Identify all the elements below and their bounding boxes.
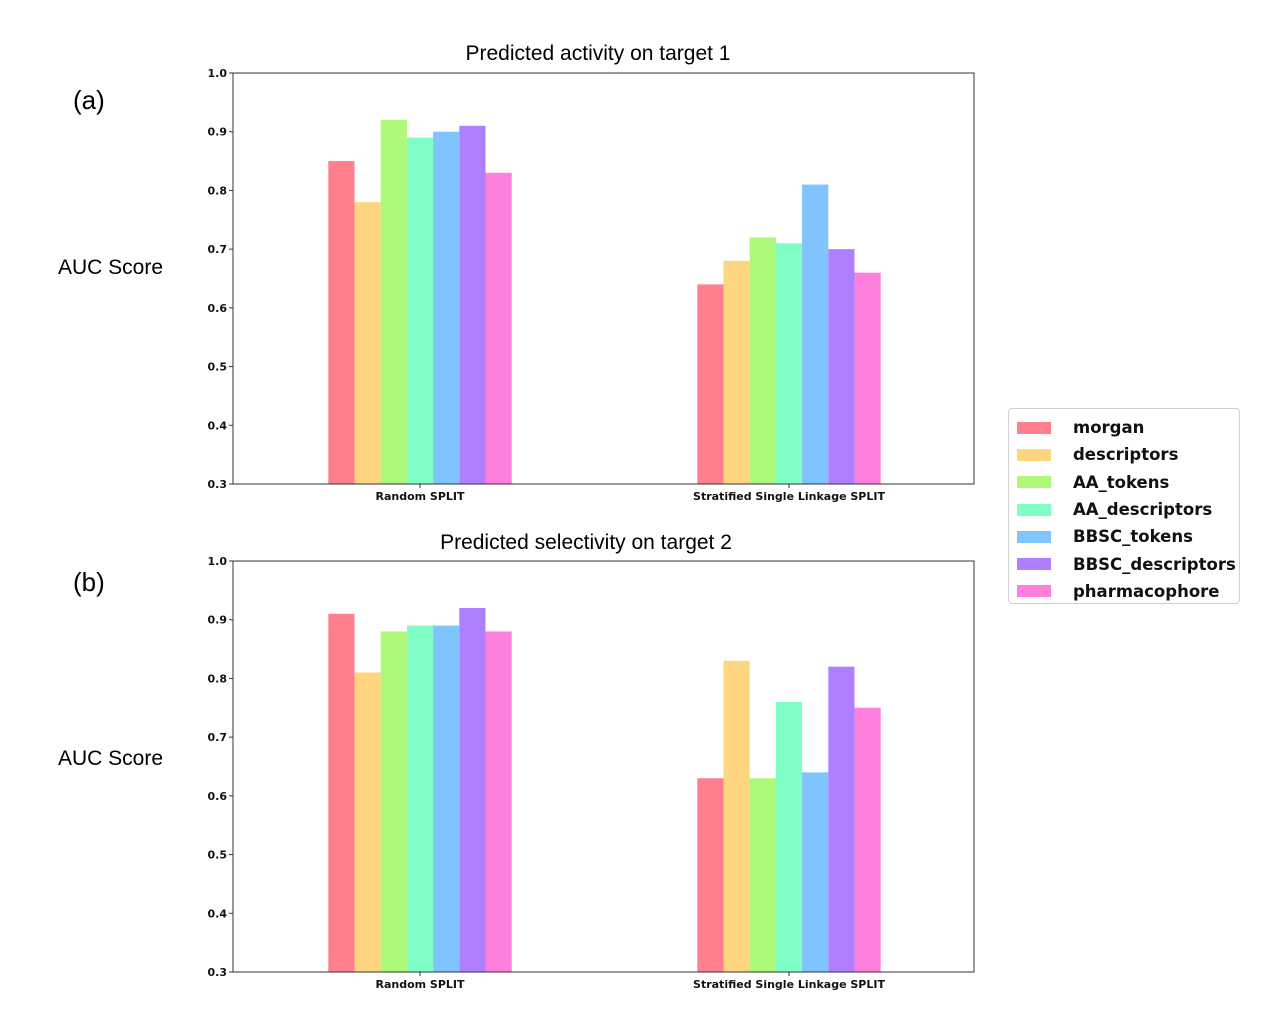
y-tick-label: 0.3: [208, 478, 228, 491]
bar-morgan-stratified: [697, 778, 724, 972]
y-axis-label-a: AUC Score: [58, 256, 164, 279]
legend-item-descriptors: descriptors: [1017, 441, 1239, 468]
bar-bbsc-tokens-random: [433, 625, 460, 972]
bar-bbsc-tokens-stratified: [802, 184, 829, 485]
y-axis-label-b: AUC Score: [58, 747, 164, 770]
y-tick-label: 0.5: [208, 361, 228, 374]
bar-bbsc-descriptors-random: [459, 125, 486, 484]
plot-frame: [232, 72, 975, 485]
bar-descriptors-random: [354, 672, 381, 972]
bar-bbsc-tokens-stratified: [802, 772, 829, 972]
bar-aa-tokens-stratified: [749, 778, 776, 972]
y-tick-label: 0.3: [208, 966, 228, 979]
chart-b: 0.3 0.4 0.5 0.6 0.7 0.8 0.9 1.0 Random SPLIT Stra…: [208, 555, 975, 991]
bar-morgan-random: [328, 161, 355, 485]
legend-item-morgan: morgan: [1017, 414, 1239, 441]
plot-frame: [232, 560, 975, 973]
bar-aa-tokens-random: [380, 631, 407, 972]
y-tick-label: 1.0: [208, 67, 228, 80]
legend-label: BBSC_descriptors: [1073, 554, 1236, 574]
x-tick-label: Random SPLIT: [375, 490, 465, 503]
y-tick-label: 0.8: [208, 184, 228, 197]
y-tick-label: 0.5: [208, 849, 228, 862]
bar-bbsc-descriptors-random: [459, 607, 486, 972]
y-tick-label: 0.9: [208, 614, 228, 627]
y-tick-label: 0.4: [208, 419, 228, 432]
bar-descriptors-stratified: [723, 260, 750, 484]
legend-label: descriptors: [1073, 445, 1179, 465]
chart-a: 0.3 0.4 0.5 0.6 0.7 0.8 0.9 1.0 Random SPLIT Stra…: [208, 67, 975, 503]
legend: morgan descriptors AA_tokens AA_descript…: [1008, 408, 1240, 604]
legend-item-aa-tokens: AA_tokens: [1017, 469, 1239, 496]
bar-aa-descriptors-stratified: [775, 243, 803, 484]
bar-pharmacophore-stratified: [854, 272, 881, 484]
legend-item-pharmacophore: pharmacophore: [1017, 578, 1239, 605]
bar-bbsc-descriptors-stratified: [828, 666, 855, 972]
legend-swatch: [1017, 476, 1051, 489]
legend-swatch: [1017, 448, 1051, 461]
legend-swatch: [1017, 585, 1051, 598]
x-tick-label: Random SPLIT: [375, 978, 465, 991]
y-tick-label: 0.6: [208, 302, 228, 315]
legend-label: AA_descriptors: [1073, 500, 1213, 520]
bar-aa-tokens-stratified: [749, 237, 776, 484]
legend-item-bbsc-tokens: BBSC_tokens: [1017, 523, 1239, 550]
bar-descriptors-random: [354, 202, 381, 484]
y-tick-label: 1.0: [208, 555, 228, 568]
y-tick-label: 0.8: [208, 672, 228, 685]
bar-aa-descriptors-random: [406, 137, 434, 485]
y-tick-label: 0.4: [208, 907, 228, 920]
bar-pharmacophore-random: [485, 631, 512, 972]
x-tick-label: Stratified Single Linkage SPLIT: [693, 490, 885, 503]
bar-pharmacophore-stratified: [854, 707, 881, 972]
legend-swatch: [1017, 421, 1051, 434]
legend-label: morgan: [1073, 418, 1145, 438]
legend-label: pharmacophore: [1073, 581, 1220, 601]
bar-aa-tokens-random: [380, 119, 407, 484]
panel-label-b: (b): [73, 567, 105, 597]
bar-bbsc-descriptors-stratified: [828, 249, 855, 484]
bar-morgan-stratified: [697, 284, 724, 484]
y-tick-label: 0.7: [208, 243, 228, 256]
bar-bbsc-tokens-random: [433, 131, 460, 484]
panel-label-a: (a): [73, 85, 105, 115]
legend-swatch: [1017, 558, 1051, 571]
bar-aa-descriptors-random: [406, 625, 434, 972]
y-tick-label: 0.9: [208, 126, 228, 139]
x-tick-label: Stratified Single Linkage SPLIT: [693, 978, 885, 991]
y-tick-label: 0.7: [208, 731, 228, 744]
legend-item-bbsc-descriptors: BBSC_descriptors: [1017, 550, 1239, 577]
bar-descriptors-stratified: [723, 660, 750, 972]
legend-label: BBSC_tokens: [1073, 527, 1193, 547]
chart-title-a: Predicted activity on target 1: [465, 42, 731, 65]
legend-label: AA_tokens: [1073, 472, 1170, 492]
bar-pharmacophore-random: [485, 172, 512, 485]
legend-item-aa-descriptors: AA_descriptors: [1017, 496, 1239, 523]
bar-aa-descriptors-stratified: [775, 701, 803, 972]
legend-swatch: [1017, 530, 1051, 543]
chart-title-b: Predicted selectivity on target 2: [440, 531, 732, 554]
y-tick-label: 0.6: [208, 790, 228, 803]
legend-swatch: [1017, 503, 1051, 516]
bar-morgan-random: [328, 613, 355, 972]
